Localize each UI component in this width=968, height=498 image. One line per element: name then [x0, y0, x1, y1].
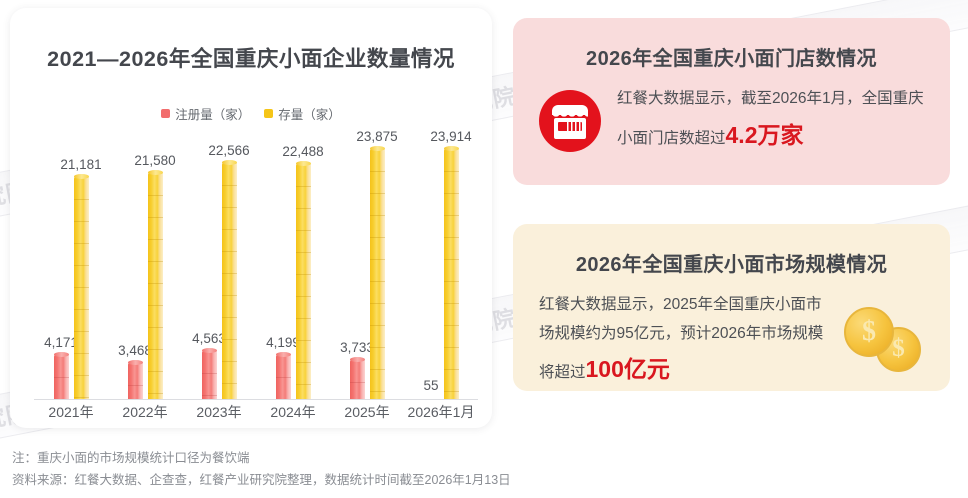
- bar-shaft: [127, 362, 143, 399]
- x-axis-tick-label: 2024年: [270, 404, 316, 420]
- stores-stat-card: 2026年全国重庆小面门店数情况 红餐大数据显示，截至2026年1月，全国重庆小…: [513, 18, 950, 185]
- bar-cap: [349, 356, 365, 362]
- bar-group: 4,171 21,181: [34, 128, 108, 399]
- bar-stock: 22,488: [282, 144, 324, 399]
- x-axis-line: [34, 399, 478, 400]
- chart-card: 2021—2026年全国重庆小面企业数量情况 注册量（家） 存量（家） 4,17…: [10, 8, 492, 428]
- market-stat-text: 红餐大数据显示，2025年全国重庆小面市场规模约为95亿元，预计2026年市场规…: [539, 291, 834, 391]
- storefront-body: [554, 117, 586, 139]
- bar-value-label: 55: [423, 378, 439, 394]
- x-axis-tick-label: 2023年: [196, 404, 242, 420]
- chart-title: 2021—2026年全国重庆小面企业数量情况: [47, 47, 455, 71]
- bar-registrations: 4,199: [266, 335, 300, 399]
- bar-registrations: 4,171: [44, 335, 78, 399]
- bar-shaft: [53, 355, 69, 399]
- bar-group: 55 23,914: [404, 128, 478, 399]
- footnotes: 注：重庆小面的市场规模统计口径为餐饮端 资料来源：红餐大数据、企查查，红餐产业研…: [12, 448, 511, 491]
- bar-value-label: 23,914: [430, 128, 472, 144]
- bar-value-label: 4,171: [44, 335, 78, 351]
- x-axis-tick-label: 2022年: [122, 404, 168, 420]
- storefront-icon: [539, 89, 601, 152]
- bar-group: 4,199 22,488: [256, 128, 330, 399]
- legend-label-registrations: 注册量（家）: [175, 108, 251, 122]
- storefront-awning: [552, 104, 588, 119]
- stores-stat-text: 红餐大数据显示，截至2026年1月，全国重庆小面门店数超过4.2万家: [617, 85, 928, 156]
- bar-value-label: 4,563: [192, 331, 226, 347]
- bar-group: 4,563 22,566: [182, 128, 256, 399]
- stores-card-title: 2026年全国重庆小面门店数情况: [586, 48, 877, 70]
- bar-value-label: 21,580: [134, 153, 176, 169]
- bar-value-label: 21,181: [60, 157, 102, 173]
- bar-group: 3,468 21,580: [108, 128, 182, 399]
- bar-groups: 4,171 21,181 3,468 21,580 4,563 22,566 4,199 22…: [34, 128, 478, 399]
- legend-square-red-icon: [161, 109, 171, 118]
- bar-value-label: 22,566: [208, 142, 250, 158]
- bar-shaft: [201, 351, 217, 399]
- bar-stock: 22,566: [208, 143, 250, 399]
- bar-registrations: 3,733: [340, 340, 374, 399]
- bar-value-label: 3,733: [340, 339, 374, 355]
- storefront-shutter: [558, 121, 582, 131]
- bar-shaft: [221, 162, 237, 399]
- legend-label-stock: 存量（家）: [278, 108, 341, 122]
- bar-shaft: [295, 163, 311, 399]
- chart-legend: 注册量（家） 存量（家）: [10, 104, 492, 123]
- market-highlight-value: 100亿元: [585, 356, 670, 383]
- gold-coins-icon: $ $: [842, 305, 928, 377]
- bar-stock: 21,580: [134, 153, 176, 399]
- market-card-title: 2026年全国重庆小面市场规模情况: [575, 254, 888, 276]
- bar-cap: [275, 352, 291, 358]
- stores-highlight-value: 4.2万家: [725, 121, 804, 148]
- bar-value-label: 22,488: [282, 143, 324, 159]
- bar-stock: 23,914: [430, 129, 472, 399]
- x-axis-tick-label: 2025年: [344, 404, 390, 420]
- bar-cap: [127, 359, 143, 365]
- footnote-note: 注：重庆小面的市场规模统计口径为餐饮端: [12, 451, 250, 465]
- bar-cap: [221, 159, 237, 165]
- bar-value-label: 3,468: [118, 342, 152, 358]
- bar-shaft: [443, 148, 459, 399]
- bar-shaft: [369, 149, 385, 399]
- x-axis-tick-label: 2026年1月: [407, 404, 475, 420]
- bar-value-label: 4,199: [266, 335, 300, 351]
- bar-stock: 23,875: [356, 129, 398, 399]
- bar-cap: [443, 145, 459, 151]
- bar-shaft: [73, 177, 89, 399]
- legend-item-registrations: 注册量（家）: [161, 104, 250, 123]
- bar-shaft: [349, 359, 365, 399]
- bar-shaft: [147, 173, 163, 399]
- x-axis-labels: 2021年 2022年 2023年 2024年 2025年 2026年1月: [34, 402, 478, 422]
- legend-item-stock: 存量（家）: [264, 104, 341, 123]
- stores-card-body: 红餐大数据显示，截至2026年1月，全国重庆小面门店数超过4.2万家: [513, 71, 950, 156]
- market-card-body: 红餐大数据显示，2025年全国重庆小面市场规模约为95亿元，预计2026年市场规…: [513, 277, 950, 391]
- bar-stock: 21,181: [60, 157, 102, 399]
- bar-registrations: 3,468: [118, 343, 152, 399]
- bar-registrations: 4,563: [192, 331, 226, 399]
- bar-cap: [295, 160, 311, 166]
- bar-group: 3,733 23,875: [330, 128, 404, 399]
- bar-shaft: [275, 355, 291, 399]
- coin-front: $: [844, 306, 894, 357]
- footnote-source: 资料来源：红餐大数据、企查查，红餐产业研究院整理，数据统计时间截至2026年1月…: [12, 472, 511, 487]
- market-text-before: 红餐大数据显示，2025年全国重庆小面市场规模约为95亿元，预计2026年市场规…: [539, 296, 824, 382]
- bar-value-label: 23,875: [356, 129, 398, 145]
- market-size-card: 2026年全国重庆小面市场规模情况 红餐大数据显示，2025年全国重庆小面市场规…: [513, 224, 950, 391]
- plot-area: 4,171 21,181 3,468 21,580 4,563 22,566 4,199 22…: [34, 128, 478, 400]
- legend-square-yellow-icon: [264, 109, 274, 118]
- x-axis-tick-label: 2021年: [48, 404, 94, 420]
